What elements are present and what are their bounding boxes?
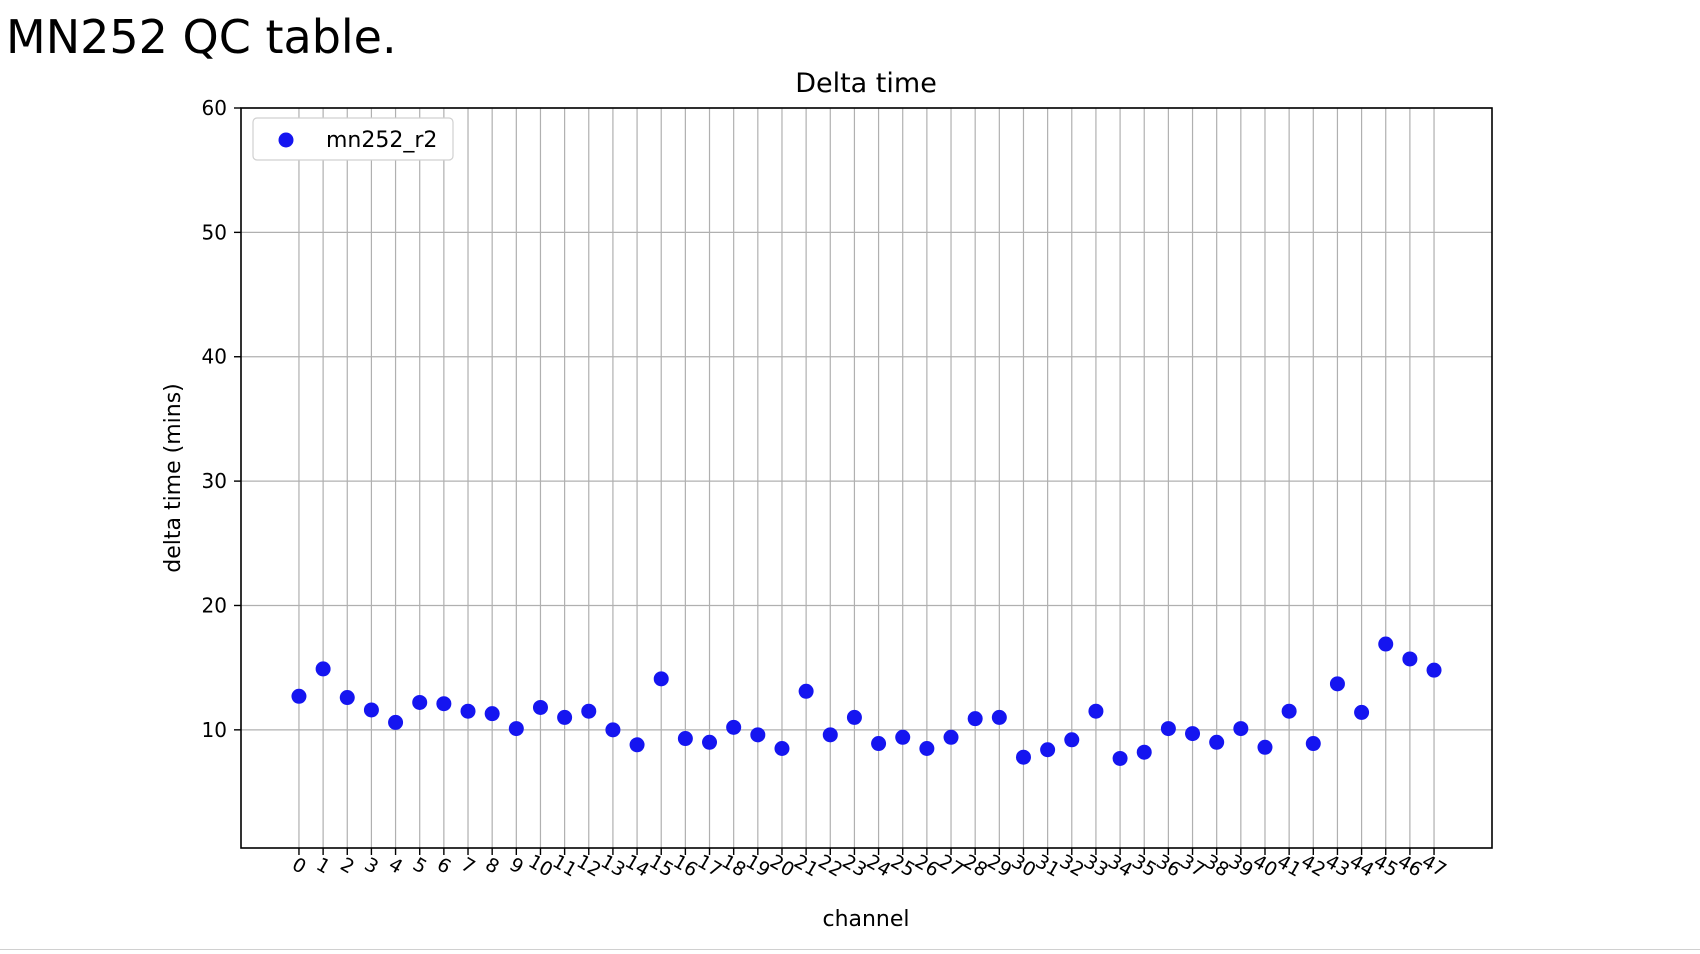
data-point [846, 709, 862, 725]
data-point [315, 661, 331, 677]
data-point [726, 719, 742, 735]
data-point [1209, 734, 1225, 750]
data-point [629, 737, 645, 753]
grid-lines [241, 107, 1492, 848]
x-tick-label: 4 [385, 853, 406, 878]
plot-area [240, 107, 1493, 849]
data-point [363, 702, 379, 718]
data-point [1402, 651, 1418, 667]
data-point [1112, 750, 1128, 766]
x-axis-label: channel [822, 907, 909, 932]
data-point [1040, 742, 1056, 758]
data-point [653, 671, 669, 687]
y-tick-label: 20 [202, 593, 227, 617]
data-point [1305, 736, 1321, 752]
x-tick-label: 6 [433, 853, 454, 878]
data-point [798, 683, 814, 699]
x-axis: 0 1 2 3 4 5 6 7 8 9101112131415161718192021222324… [288, 848, 1450, 882]
data-point [460, 703, 476, 719]
data-point [532, 699, 548, 715]
x-tick-label: 47 [1418, 850, 1450, 881]
legend-label: mn252_r2 [326, 128, 437, 153]
legend: mn252_r2 [252, 117, 454, 161]
data-point [822, 727, 838, 743]
data-point [291, 688, 307, 704]
y-tick-label: 10 [202, 718, 227, 742]
data-point [677, 731, 693, 747]
x-tick-label: 3 [361, 853, 382, 878]
data-point [1281, 703, 1297, 719]
data-point [750, 727, 766, 743]
data-point [412, 694, 428, 710]
data-point [967, 711, 983, 727]
data-point [605, 722, 621, 738]
y-tick-label: 40 [202, 345, 227, 369]
y-tick-label: 30 [202, 469, 227, 493]
data-point [943, 729, 959, 745]
data-point [702, 734, 718, 750]
y-tick-label: 50 [202, 220, 227, 244]
x-tick-label: 0 [288, 853, 309, 878]
footer-divider [0, 949, 1700, 950]
data-point [895, 729, 911, 745]
data-point [508, 721, 524, 737]
data-point [1354, 704, 1370, 720]
data-point [919, 741, 935, 757]
data-point [339, 690, 355, 706]
data-point [484, 706, 500, 722]
legend-box [252, 117, 454, 161]
data-point [1426, 662, 1442, 678]
data-point [1064, 732, 1080, 748]
y-axis: 10 20 30 40 50 60 [202, 96, 241, 742]
x-tick-label: 1 [312, 853, 333, 878]
x-tick-label: 9 [506, 853, 527, 878]
data-point [1378, 636, 1394, 652]
data-point [1257, 739, 1273, 755]
data-point [388, 714, 404, 730]
y-axis-label: delta time (mins) [161, 383, 186, 573]
data-point [871, 736, 887, 752]
data-point [557, 709, 573, 725]
x-tick-label: 7 [457, 853, 478, 878]
data-point [436, 696, 452, 712]
y-tick-label: 60 [202, 96, 227, 120]
data-point [1160, 721, 1176, 737]
x-tick-label: 8 [481, 853, 502, 878]
chart-title: Delta time [795, 68, 937, 99]
data-point [1185, 726, 1201, 742]
data-point [1329, 676, 1345, 692]
legend-marker [278, 132, 294, 148]
data-point [991, 709, 1007, 725]
x-tick-label: 5 [409, 853, 430, 878]
slide-title: MN252 QC table. [6, 10, 397, 64]
data-points [291, 636, 1442, 766]
data-point [1088, 703, 1104, 719]
x-tick-label: 2 [337, 853, 358, 878]
data-point [581, 703, 597, 719]
data-point [1233, 721, 1249, 737]
data-point [774, 741, 790, 757]
data-point [1015, 749, 1031, 765]
data-point [1136, 744, 1152, 760]
